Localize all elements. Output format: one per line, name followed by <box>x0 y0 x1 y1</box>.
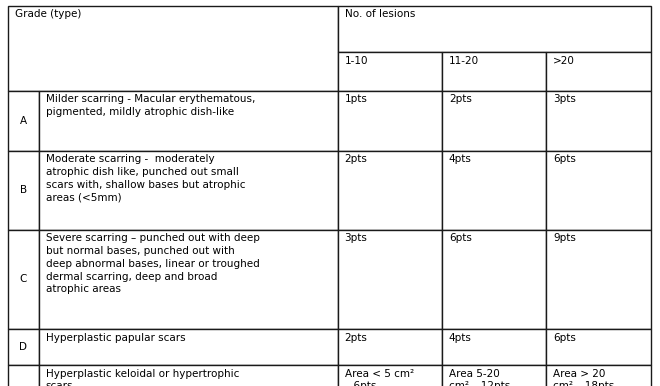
Bar <box>338 52 442 91</box>
Text: Grade (type): Grade (type) <box>15 9 81 19</box>
Bar <box>338 329 442 365</box>
Text: Area < 5 cm²
– 6pts: Area < 5 cm² – 6pts <box>345 369 414 386</box>
Bar <box>546 52 651 91</box>
Bar <box>442 52 546 91</box>
Bar <box>8 329 39 365</box>
Bar <box>338 6 651 52</box>
Text: 3pts: 3pts <box>553 94 576 104</box>
Bar <box>338 151 442 230</box>
Bar <box>8 230 39 329</box>
Bar <box>39 329 338 365</box>
Text: Milder scarring - Macular erythematous,
pigmented, mildly atrophic dish-like: Milder scarring - Macular erythematous, … <box>46 94 255 117</box>
Text: 1-10: 1-10 <box>345 56 368 66</box>
Text: 1pts: 1pts <box>345 94 368 104</box>
Bar <box>546 151 651 230</box>
Bar <box>546 91 651 151</box>
Bar <box>442 329 546 365</box>
Text: Severe scarring – punched out with deep
but normal bases, punched out with
deep : Severe scarring – punched out with deep … <box>46 233 259 295</box>
Bar <box>39 230 338 329</box>
Bar <box>338 91 442 151</box>
Text: No. of lesions: No. of lesions <box>345 9 415 19</box>
Text: Hyperplastic papular scars: Hyperplastic papular scars <box>46 333 185 343</box>
Text: A: A <box>20 116 27 125</box>
Bar <box>39 365 338 386</box>
Text: 2pts: 2pts <box>345 154 368 164</box>
Text: Area 5-20
cm² – 12pts: Area 5-20 cm² – 12pts <box>449 369 510 386</box>
Text: 6pts: 6pts <box>553 333 576 343</box>
Bar <box>8 91 39 151</box>
Bar <box>442 91 546 151</box>
Bar <box>442 151 546 230</box>
Text: >20: >20 <box>553 56 575 66</box>
Text: 6pts: 6pts <box>553 154 576 164</box>
Text: 4pts: 4pts <box>449 333 472 343</box>
Bar <box>8 6 338 91</box>
Bar <box>338 230 442 329</box>
Bar <box>39 91 338 151</box>
Bar <box>39 151 338 230</box>
Bar <box>8 365 39 386</box>
Text: 6pts: 6pts <box>449 233 472 243</box>
Bar <box>442 365 546 386</box>
Text: Area > 20
cm² – 18pts: Area > 20 cm² – 18pts <box>553 369 614 386</box>
Text: 3pts: 3pts <box>345 233 368 243</box>
Text: B: B <box>20 185 27 195</box>
Bar <box>546 230 651 329</box>
Text: Hyperplastic keloidal or hypertrophic
scars: Hyperplastic keloidal or hypertrophic sc… <box>46 369 239 386</box>
Bar <box>8 151 39 230</box>
Bar <box>546 329 651 365</box>
Text: 11-20: 11-20 <box>449 56 479 66</box>
Bar <box>338 365 442 386</box>
Text: C: C <box>20 274 27 284</box>
Text: Moderate scarring -  moderately
atrophic dish like, punched out small
scars with: Moderate scarring - moderately atrophic … <box>46 154 245 202</box>
Text: 9pts: 9pts <box>553 233 576 243</box>
Bar <box>546 365 651 386</box>
Text: 2pts: 2pts <box>345 333 368 343</box>
Text: 4pts: 4pts <box>449 154 472 164</box>
Text: 2pts: 2pts <box>449 94 472 104</box>
Bar <box>442 230 546 329</box>
Text: D: D <box>19 342 28 352</box>
